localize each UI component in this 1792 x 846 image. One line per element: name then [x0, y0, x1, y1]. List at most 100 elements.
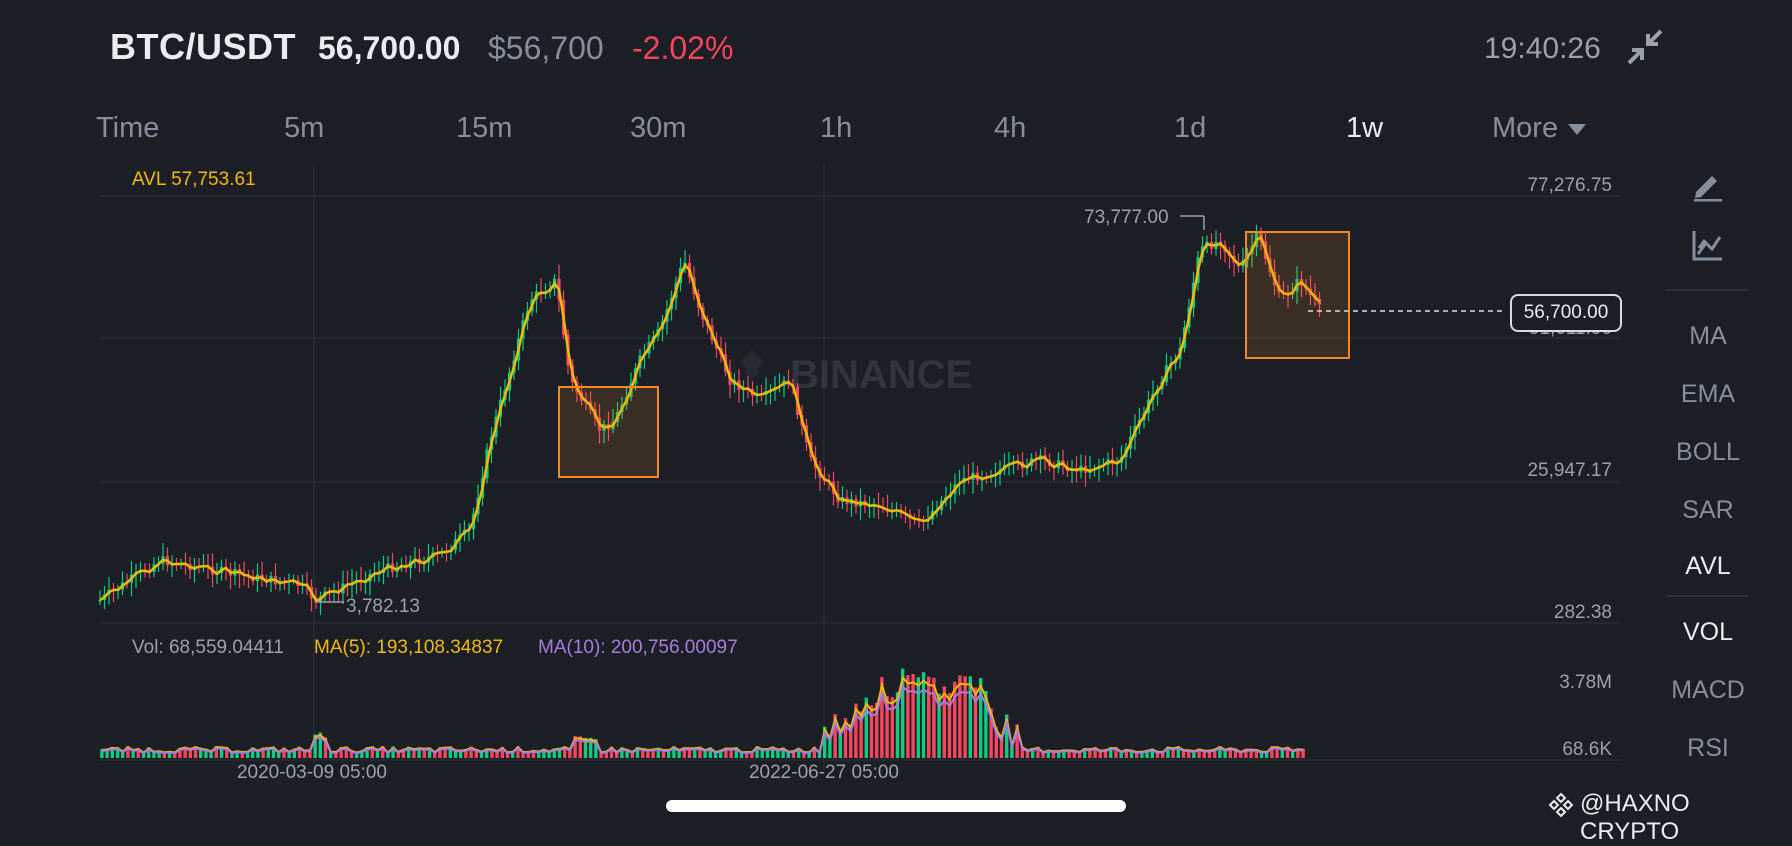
indicator-boll[interactable]: BOLL [1676, 438, 1740, 466]
volume-axis-label: 68.6K [1562, 739, 1612, 760]
volume-bar [739, 751, 744, 758]
volume-bar [126, 746, 130, 758]
tab-more-label: More [1492, 112, 1559, 144]
volume-bar [859, 711, 863, 758]
volume-bar [183, 746, 187, 758]
volume-bar [869, 705, 874, 758]
volume-bar [771, 746, 775, 758]
volume-bar [901, 668, 905, 758]
binance-logo [740, 350, 764, 380]
volume-bar [953, 681, 957, 758]
volume-bar [755, 746, 759, 758]
volume-bar [630, 751, 634, 758]
volume-bar [973, 687, 978, 758]
volume-bar [1285, 746, 1290, 758]
time-axis-label: 2022-06-27 05:00 [748, 762, 899, 783]
volume-bar [1280, 747, 1284, 758]
volume-bar [890, 697, 894, 758]
indicator-macd[interactable]: MACD [1671, 676, 1745, 704]
volume-bar [916, 677, 920, 758]
volume-bar [240, 751, 244, 758]
volume-bar [219, 746, 224, 758]
volume-bar [1197, 748, 1201, 758]
volume-bar [365, 747, 369, 758]
volume-bar [474, 749, 478, 758]
volume-ma5-legend: MA(5): 193,108.34837 [314, 637, 504, 658]
volume-bar [282, 747, 286, 758]
tab-1w[interactable]: 1w [1346, 112, 1384, 144]
volume-bar [511, 751, 515, 758]
volume-bar [417, 747, 421, 758]
collapse-arrows-icon[interactable] [1626, 28, 1664, 66]
volume-bar [1291, 749, 1295, 758]
volume-bar [178, 747, 182, 758]
tab-5m[interactable]: 5m [284, 112, 325, 144]
volume-bar [791, 750, 796, 758]
volume-bar [1135, 751, 1139, 758]
volume-bar [812, 746, 816, 758]
volume-bar [490, 748, 494, 758]
volume-bar [667, 749, 671, 758]
tab-1h[interactable]: 1h [820, 112, 853, 144]
volume-bar [828, 736, 832, 758]
volume-bar [979, 678, 983, 758]
volume-bar [375, 749, 380, 758]
home-indicator[interactable] [666, 800, 1126, 812]
volume-bar [906, 675, 910, 758]
volume-bar [1207, 749, 1212, 758]
volume-bar [823, 726, 827, 758]
volume-bar [609, 746, 614, 758]
volume-bar [1140, 751, 1144, 758]
volume-bar [958, 675, 962, 758]
tab-30m[interactable]: 30m [630, 112, 687, 144]
price-axis-label: 282.38 [1553, 602, 1612, 623]
binance-logo-icon [1548, 792, 1574, 818]
tab-4h[interactable]: 4h [994, 112, 1027, 144]
volume-bar [1072, 750, 1076, 758]
indicator-sar[interactable]: SAR [1682, 496, 1734, 524]
trading-pair[interactable]: BTC/USDT [110, 26, 296, 67]
volume-bar [1239, 751, 1243, 758]
volume-bar [157, 750, 161, 758]
tab-time[interactable]: Time [96, 112, 160, 144]
volume-bar [245, 750, 250, 758]
volume-bar [537, 750, 541, 758]
volume-bar [656, 747, 660, 758]
volume-bar [1015, 724, 1019, 758]
volume-bar [651, 748, 655, 758]
volume-bar [1124, 749, 1128, 758]
volume-bar [625, 749, 629, 758]
volume-bar [646, 749, 650, 758]
tab-more[interactable]: More [1492, 112, 1587, 145]
volume-bar [895, 692, 900, 758]
attribution-handle: @HAXNO CRYPTO [1580, 790, 1690, 845]
volume-bar [329, 751, 333, 758]
volume-bar [277, 751, 281, 758]
volume-bar [381, 746, 385, 758]
indicator-rsi[interactable]: RSI [1687, 734, 1729, 762]
volume-bar [214, 746, 218, 758]
volume-bar [1041, 751, 1045, 758]
price-change-percent: -2.02% [632, 30, 734, 66]
indicator-ema[interactable]: EMA [1680, 380, 1736, 408]
indicator-ma[interactable]: MA [1689, 322, 1727, 350]
price-chart[interactable]: BINANCE 73,777.00 3,782.13 [0, 160, 1640, 792]
price-axis-label: 25,947.17 [1527, 460, 1612, 481]
chart-settings-icon[interactable] [1690, 228, 1726, 264]
volume-bar [100, 749, 104, 758]
tab-15m[interactable]: 15m [456, 112, 513, 144]
volume-bar [297, 746, 302, 758]
indicator-vol[interactable]: VOL [1682, 618, 1734, 646]
volume-bar [776, 748, 780, 758]
caret-down-icon [1568, 123, 1587, 135]
volume-bar [911, 674, 915, 758]
pencil-ruler-icon[interactable] [1690, 166, 1726, 202]
volume-bar [1155, 751, 1160, 758]
volume-bar [807, 751, 811, 758]
volume-bar [141, 751, 146, 758]
volume-bar [251, 747, 255, 758]
volume-bar [1051, 750, 1056, 758]
tab-1d[interactable]: 1d [1174, 112, 1207, 144]
indicator-avl[interactable]: AVL [1685, 552, 1731, 580]
volume-bar [516, 746, 520, 758]
